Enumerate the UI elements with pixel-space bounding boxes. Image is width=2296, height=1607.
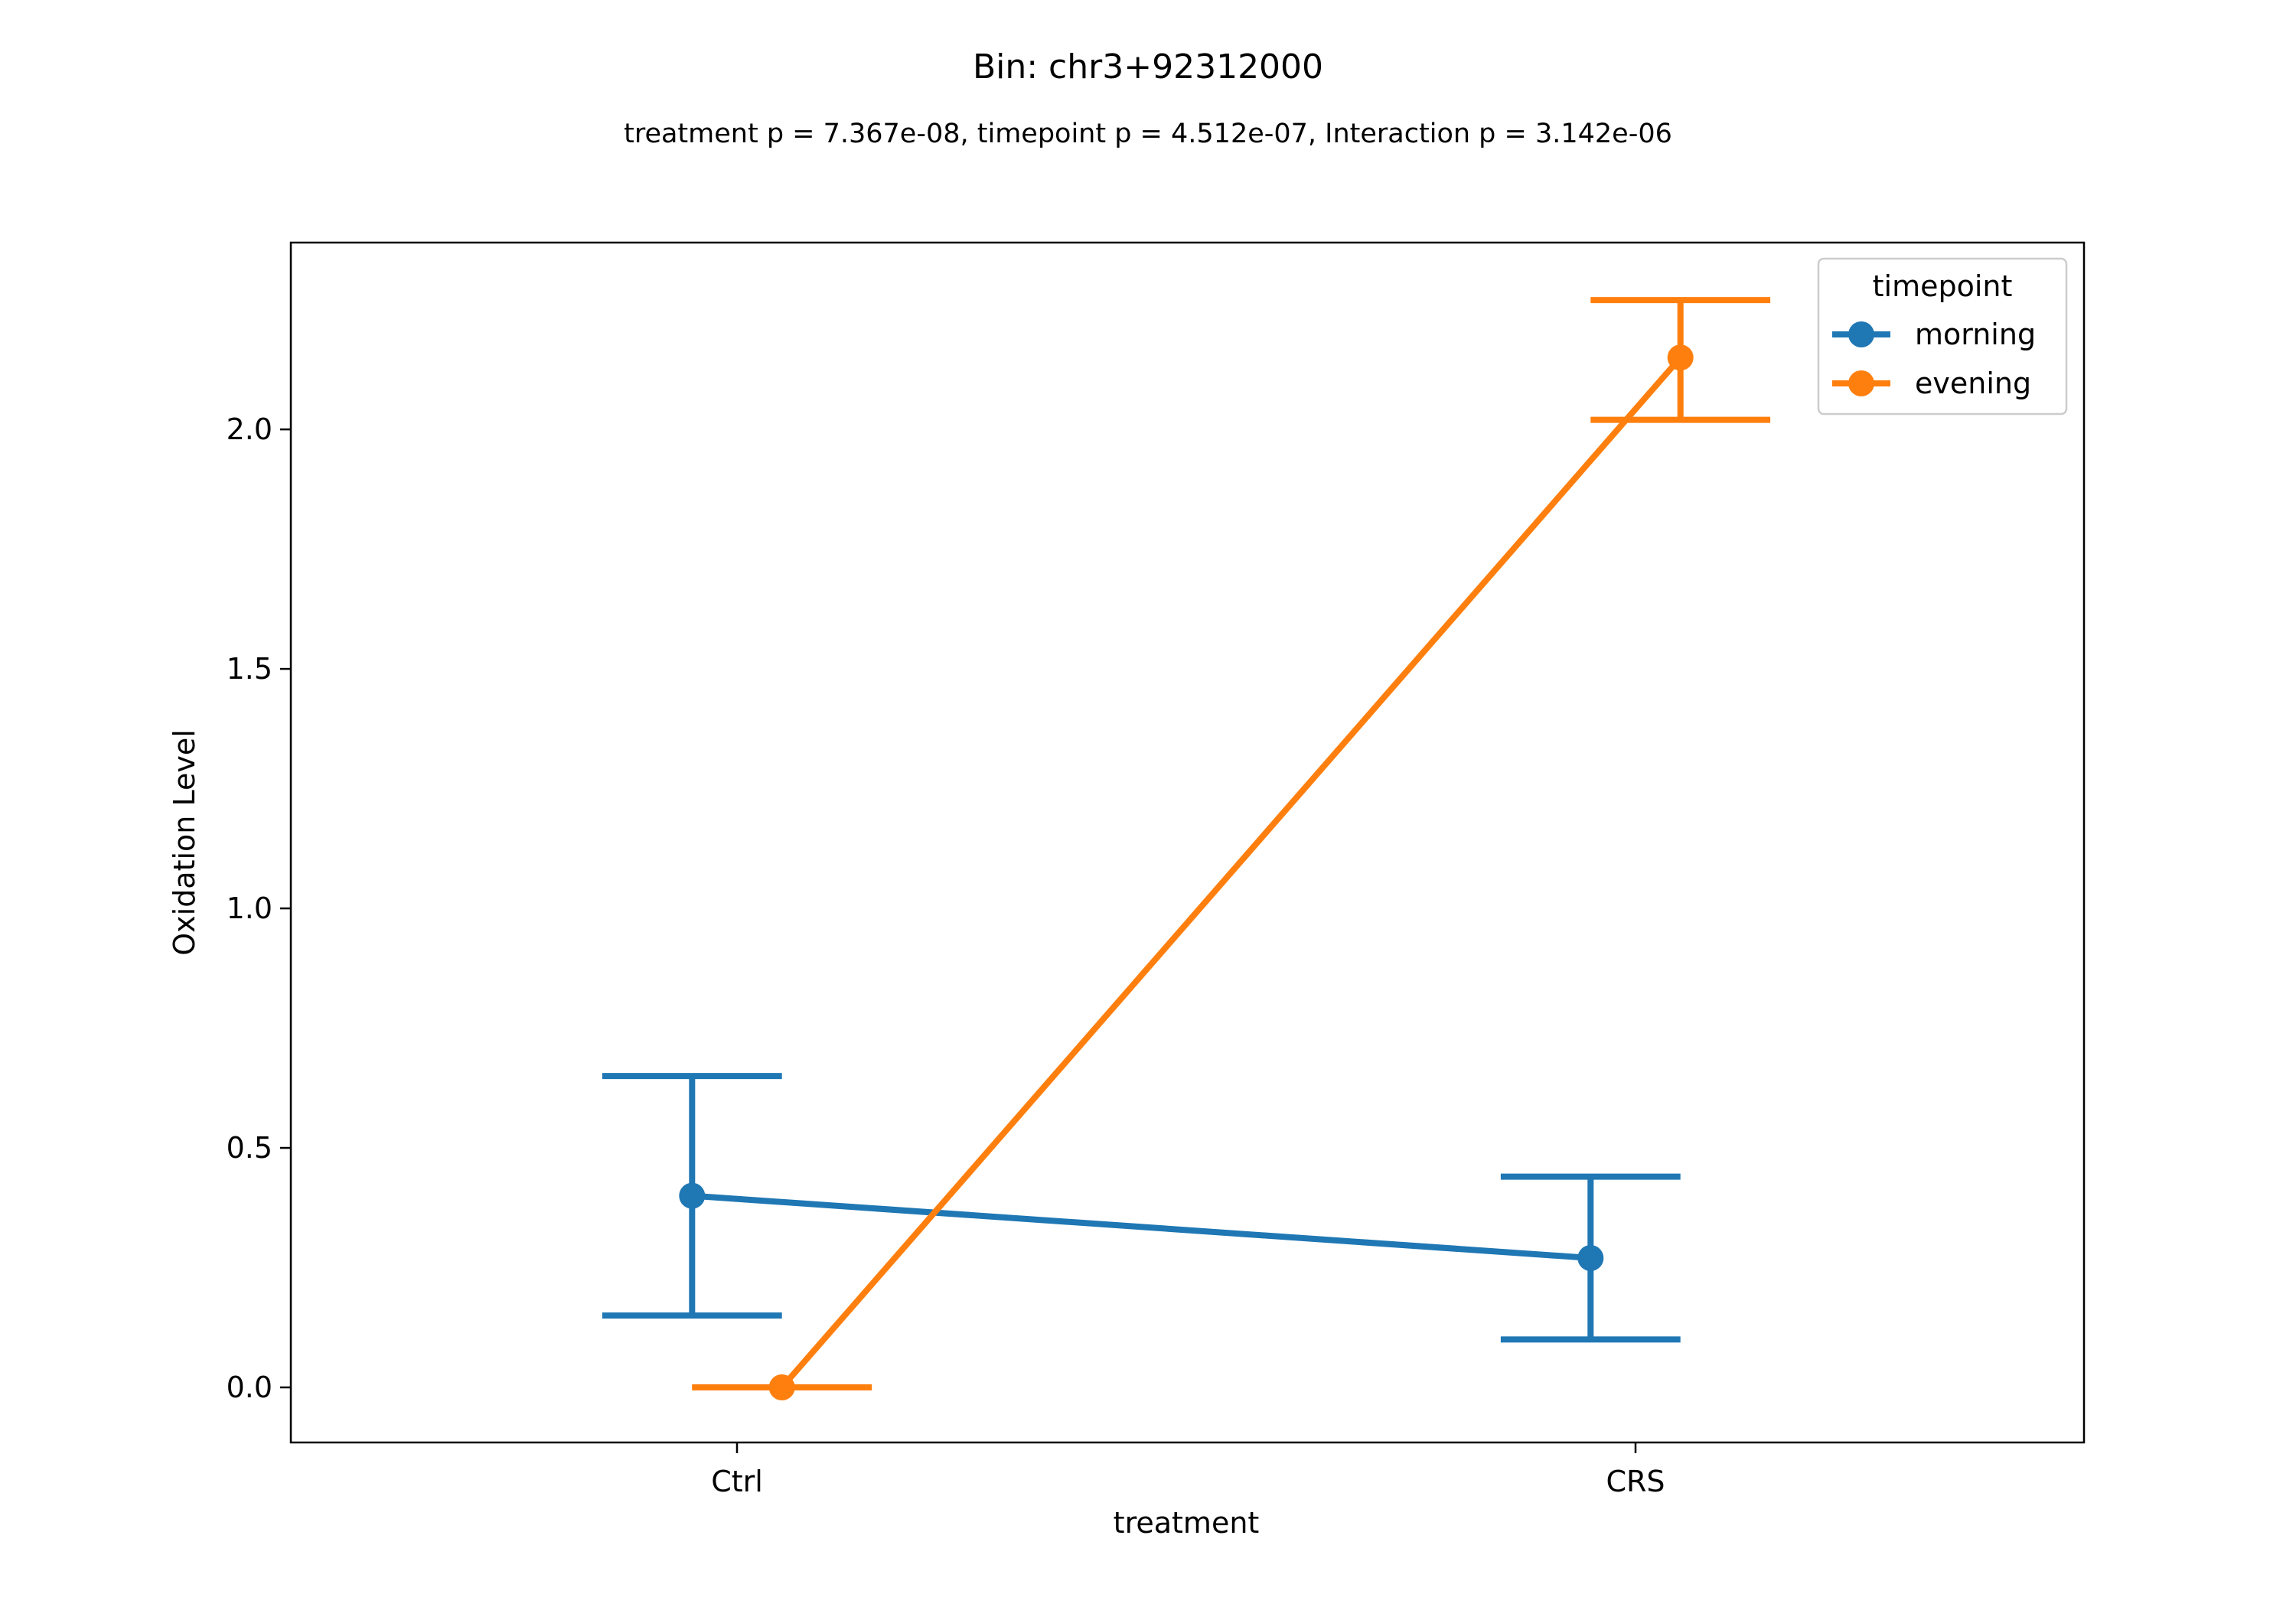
chart-subtitle: treatment p = 7.367e-08, timepoint p = 4…	[624, 119, 1672, 149]
data-point	[768, 1374, 795, 1401]
data-point	[1667, 344, 1694, 371]
plot-frame	[289, 241, 2086, 1444]
series-line	[692, 1192, 1591, 1262]
legend: timepoint morning evening	[1817, 257, 2068, 416]
x-tick-label: Ctrl	[711, 1465, 763, 1498]
y-tick-label: 0.0	[227, 1371, 272, 1404]
x-tick-label: CRS	[1606, 1465, 1665, 1498]
y-tick-label: 1.5	[227, 652, 272, 686]
series-morning	[602, 1073, 1681, 1343]
data-point	[1577, 1245, 1604, 1272]
x-axis: Ctrl CRS	[711, 1442, 1665, 1498]
legend-box	[1817, 257, 2068, 416]
series-evening	[692, 297, 1771, 1401]
chart-title: Bin: chr3+92312000	[973, 47, 1323, 86]
data-point	[679, 1182, 706, 1209]
series-line	[779, 355, 1683, 1390]
x-axis-label: treatment	[1114, 1506, 1260, 1540]
legend-items: morning evening	[1832, 318, 2036, 400]
legend-label: morning	[1915, 318, 2036, 351]
y-axis-label: Oxidation Level	[168, 729, 201, 956]
legend-label: evening	[1915, 367, 2031, 400]
y-tick-label: 1.0	[227, 892, 272, 925]
legend-item-morning: morning	[1832, 318, 2036, 351]
y-tick-label: 2.0	[227, 412, 272, 446]
legend-item-evening: evening	[1832, 367, 2031, 400]
y-axis: 0.0 0.5 1.0 1.5 2.0	[227, 412, 291, 1404]
plot-marks	[602, 297, 1771, 1401]
legend-marker	[1848, 370, 1874, 396]
y-tick-label: 0.5	[227, 1131, 272, 1165]
legend-title: timepoint	[1873, 269, 2013, 303]
legend-marker	[1848, 321, 1874, 347]
